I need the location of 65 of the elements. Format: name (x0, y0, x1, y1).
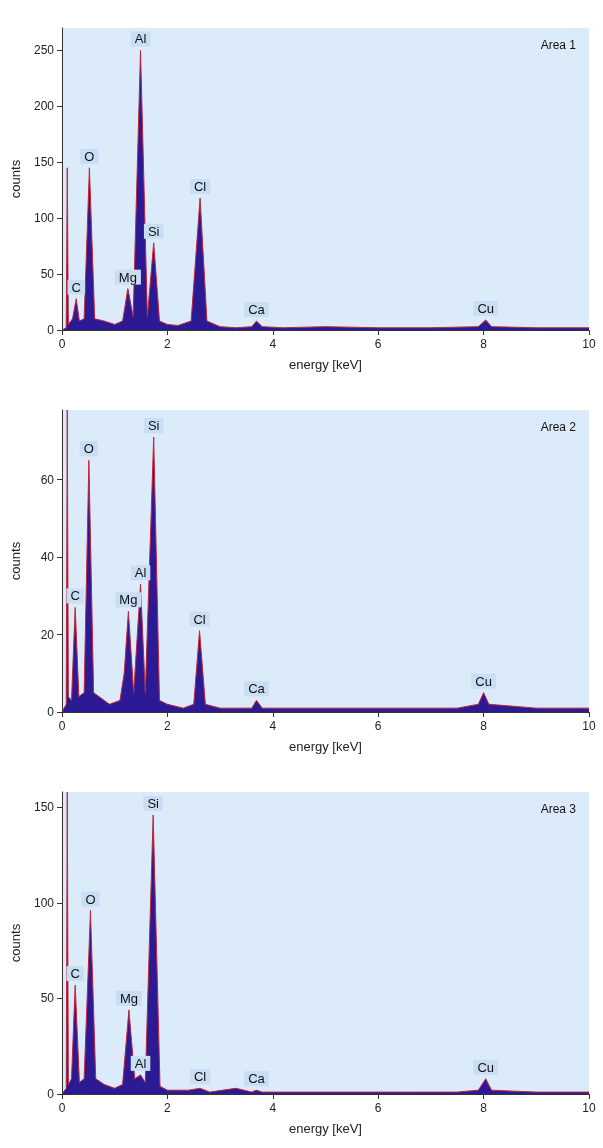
x-tick-label: 6 (374, 719, 382, 733)
annotation: Si (147, 223, 160, 239)
y-tick-label: 150 (33, 155, 55, 170)
x-tick-label: 8 (480, 337, 488, 351)
annotation: Cl (193, 1069, 207, 1085)
x-tick-label: 6 (374, 337, 382, 351)
x-tick-label: 0 (58, 719, 66, 733)
y-tick-label: 40 (40, 550, 55, 565)
x-tick-label: 2 (164, 1101, 172, 1115)
annotation: Ca (248, 1071, 266, 1087)
y-tick-label: 60 (40, 472, 55, 487)
annotation: Cu (477, 1059, 495, 1075)
x-axis-title: energy [keV] (289, 739, 362, 754)
y-tick-label: 50 (40, 991, 55, 1006)
annotation: Al (134, 1055, 147, 1071)
x-tick-label: 0 (58, 1101, 66, 1115)
annotation: Ca (248, 681, 266, 697)
x-tick-label: 10 (582, 337, 596, 351)
y-tick-label: 200 (33, 99, 55, 114)
annotation: Ca (248, 302, 266, 318)
x-axis-title: energy [keV] (289, 357, 362, 372)
x-tick-label: 10 (582, 1101, 596, 1115)
annotation: Area 1 (540, 38, 577, 52)
x-tick-label: 4 (269, 337, 277, 351)
y-tick-label: 0 (47, 1087, 55, 1101)
y-axis-title: counts (8, 541, 23, 581)
annotation: O (84, 148, 95, 164)
x-tick-label: 10 (582, 719, 596, 733)
x-tick-label: 6 (374, 1101, 382, 1115)
x-tick-label: 4 (269, 1101, 277, 1115)
y-tick-label: 50 (40, 267, 55, 282)
x-axis-title: energy [keV] (289, 1121, 362, 1136)
annotation: C (71, 279, 81, 295)
annotation: O (85, 891, 96, 907)
annotation: Mg (118, 269, 137, 285)
annotation: Cl (193, 611, 206, 627)
annotation: Area 3 (540, 802, 577, 816)
annotation: C (70, 588, 80, 604)
y-axis-title: counts (8, 923, 23, 963)
annotation: Si (147, 418, 160, 434)
annotation: Cl (193, 179, 207, 195)
x-tick-label: 8 (480, 719, 488, 733)
y-tick-label: 100 (33, 211, 55, 226)
y-tick-label: 0 (47, 323, 55, 337)
annotation: Al (134, 565, 147, 581)
x-tick-label: 8 (480, 1101, 488, 1115)
annotation: Cu (477, 300, 495, 316)
x-tick-label: 2 (164, 719, 172, 733)
x-tick-label: 4 (269, 719, 277, 733)
annotation: Mg (119, 592, 138, 608)
y-tick-label: 100 (33, 895, 55, 910)
x-tick-label: 2 (164, 337, 172, 351)
annotation: Area 2 (540, 420, 577, 434)
y-tick-label: 0 (47, 705, 55, 719)
annotation: Si (147, 795, 160, 811)
annotation: Al (134, 31, 147, 47)
y-tick-label: 20 (40, 627, 55, 642)
y-tick-label: 250 (33, 43, 55, 58)
x-tick-label: 0 (58, 337, 66, 351)
annotation: C (70, 966, 80, 982)
annotation: Mg (119, 990, 138, 1006)
annotation: O (83, 441, 94, 457)
annotation: Cu (475, 673, 492, 689)
y-tick-label: 150 (33, 800, 55, 815)
y-axis-title: counts (8, 159, 23, 199)
